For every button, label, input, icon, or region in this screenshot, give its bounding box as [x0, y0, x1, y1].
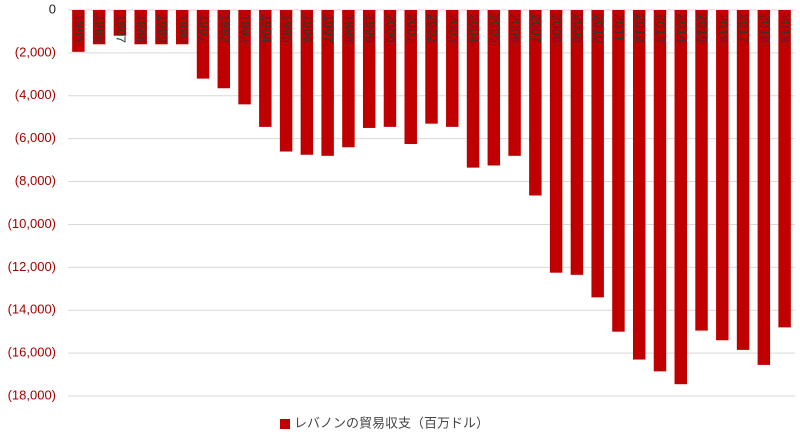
bar [113, 10, 127, 36]
x-tick-label: 2003 [446, 14, 461, 43]
x-tick-label: 2012 [633, 14, 648, 43]
x-tick-label: 2008 [550, 14, 565, 43]
bar [487, 10, 501, 166]
bar [446, 10, 459, 127]
x-tick-label: 2013 [654, 14, 669, 43]
x-tick-label: 2010 [591, 14, 606, 43]
x-tick-label: 2005 [487, 14, 502, 43]
bar [321, 10, 334, 156]
x-tick-label: 1988 [134, 14, 149, 43]
y-tick-label: (6,000) [15, 130, 56, 145]
bar [217, 10, 231, 89]
bar [716, 10, 729, 341]
x-tick-label: 1992 [217, 14, 232, 43]
bar [362, 10, 376, 128]
x-tick-label: 2009 [570, 14, 585, 43]
x-tick-label: 1996 [300, 14, 315, 43]
bar [757, 10, 771, 365]
x-tick-label: 1999 [363, 14, 378, 43]
bar [259, 10, 272, 127]
legend-label: レバノンの貿易収支（百万ドル） [294, 415, 489, 430]
x-tick-label: 1986 [93, 14, 108, 43]
bar [632, 10, 646, 360]
x-tick-label: 1997 [321, 14, 336, 43]
bar [383, 10, 397, 127]
legend-swatch [280, 419, 290, 429]
x-tick-label: 1994 [259, 14, 274, 43]
x-tick-label: 2015 [695, 14, 710, 43]
y-tick-label: (2,000) [15, 44, 56, 59]
y-tick-label: (4,000) [15, 87, 56, 102]
x-tick-label: 2019 [778, 14, 793, 43]
bar [134, 10, 147, 45]
x-tick-label: 2018 [757, 14, 772, 43]
bar [196, 10, 210, 79]
bar [300, 10, 314, 155]
bar [508, 10, 521, 156]
bar [549, 10, 563, 273]
bar [279, 10, 293, 152]
bar [342, 10, 355, 148]
x-tick-label: 1991 [197, 14, 212, 43]
x-tick-label: 2017 [737, 14, 752, 43]
bar [176, 10, 189, 45]
bar [529, 10, 542, 196]
x-tick-label: 2016 [716, 14, 731, 43]
y-tick-label: (18,000) [8, 387, 56, 402]
y-tick-label: (16,000) [8, 345, 56, 360]
bar [674, 10, 687, 385]
x-tick-label: 2000 [384, 14, 399, 43]
x-tick-label: 1990 [176, 14, 191, 43]
bar [695, 10, 708, 331]
bar [778, 10, 791, 328]
x-tick-label: 1987 [113, 14, 128, 43]
x-tick-label: 1985 [72, 14, 87, 43]
bar [425, 10, 438, 124]
bar [72, 10, 85, 52]
x-tick-label: 1993 [238, 14, 253, 43]
bar [238, 10, 251, 105]
y-tick-label: (12,000) [8, 259, 56, 274]
bar [404, 10, 417, 145]
y-tick-label: 0 [49, 1, 56, 16]
y-tick-label: (10,000) [8, 216, 56, 231]
x-tick-label: 2014 [674, 14, 689, 43]
bar [155, 10, 168, 45]
x-tick-label: 2007 [529, 14, 544, 43]
x-tick-label: 1989 [155, 14, 170, 43]
x-tick-label: 2001 [404, 14, 419, 43]
x-tick-label: 2004 [467, 14, 482, 43]
bar [466, 10, 480, 168]
y-tick-label: (14,000) [8, 302, 56, 317]
x-tick-label: 2006 [508, 14, 523, 43]
bar [653, 10, 667, 372]
bar [92, 10, 106, 45]
bar [570, 10, 584, 275]
x-tick-label: 2011 [612, 14, 627, 42]
x-tick-label: 1998 [342, 14, 357, 43]
bar [736, 10, 750, 350]
bar [591, 10, 604, 298]
x-tick-label: 2002 [425, 14, 440, 43]
bar [612, 10, 625, 332]
x-tick-label: 1995 [280, 14, 295, 43]
y-tick-label: (8,000) [15, 173, 56, 188]
